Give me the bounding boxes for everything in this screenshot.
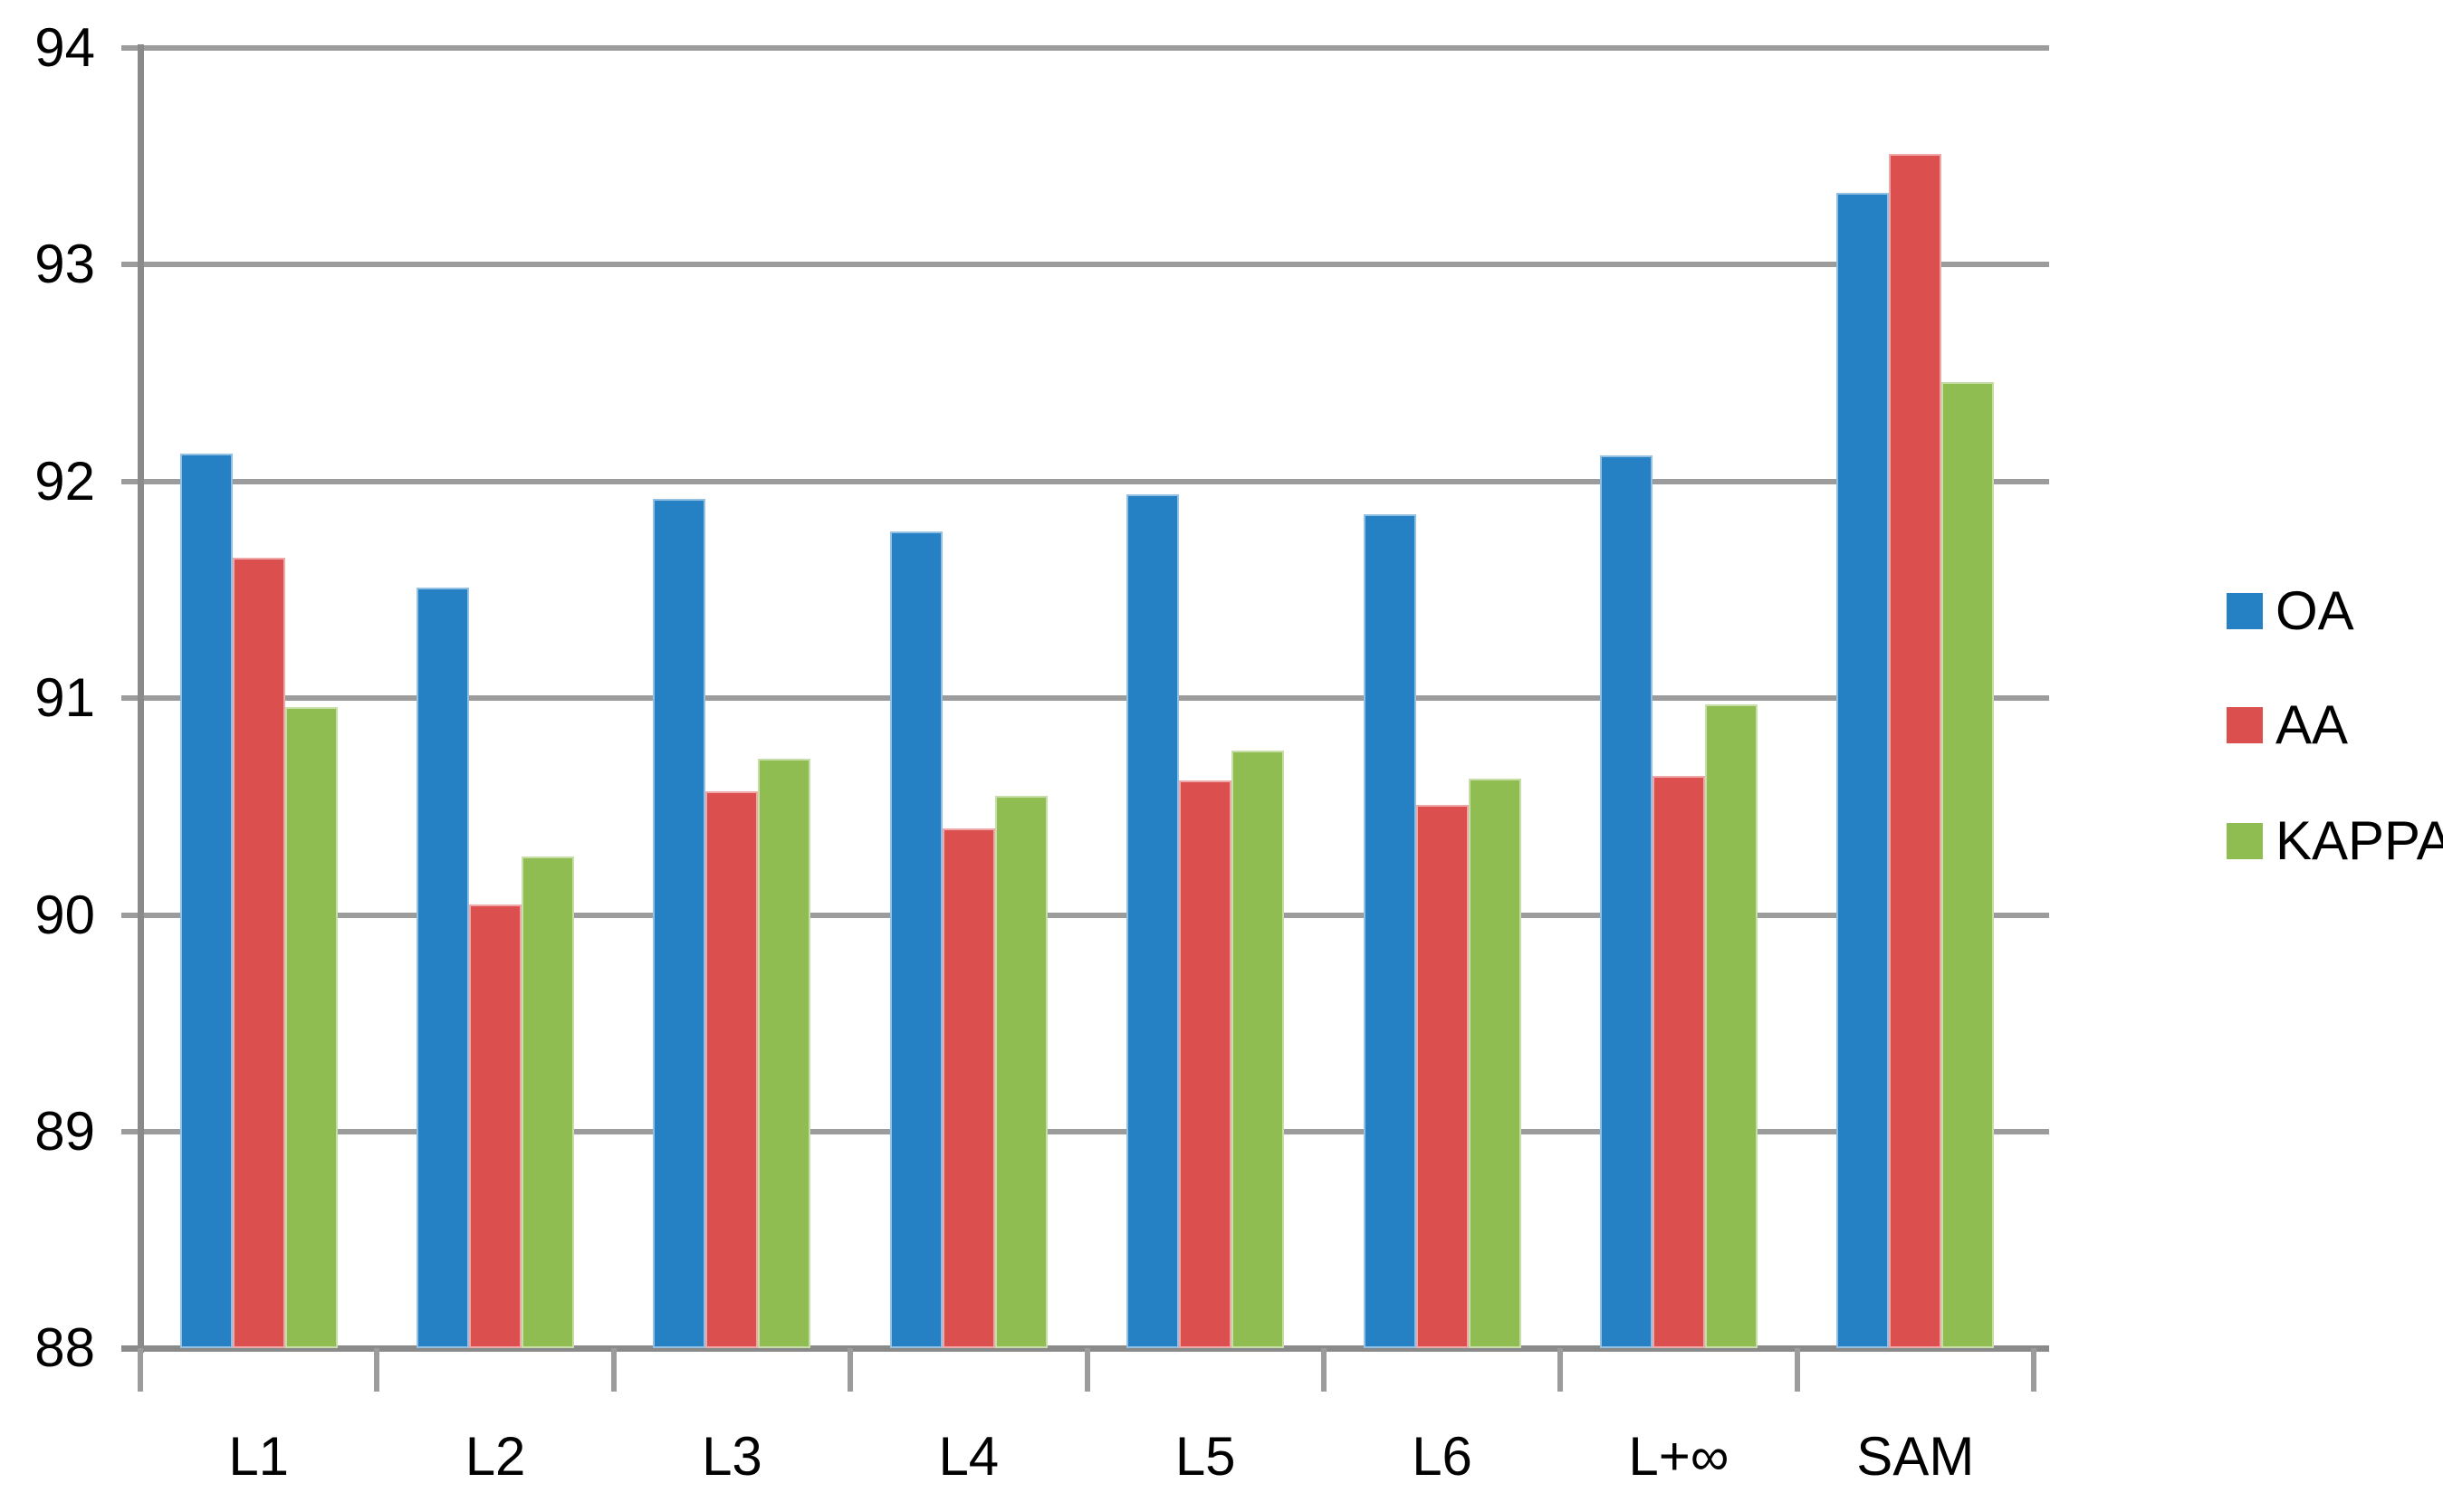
x-axis-category-label-L2: L2 bbox=[465, 1426, 526, 1487]
x-axis-tick bbox=[1320, 1348, 1327, 1392]
bar-L1-AA bbox=[232, 557, 285, 1349]
x-axis-category-label-SAM: SAM bbox=[1856, 1426, 1975, 1487]
bar-L6-OA bbox=[1363, 513, 1416, 1349]
x-axis-category-label-L5: L5 bbox=[1174, 1426, 1236, 1487]
bar-L5-OA bbox=[1126, 494, 1180, 1349]
y-axis-tick-label-94: 94 bbox=[34, 17, 95, 78]
x-axis-tick bbox=[610, 1348, 617, 1392]
bar-L4-KAPPA bbox=[994, 795, 1048, 1349]
bar-L2-OA bbox=[417, 588, 470, 1349]
legend-label-AA: AA bbox=[2275, 694, 2349, 755]
bar-L1-OA bbox=[179, 453, 233, 1349]
bar-L3-KAPPA bbox=[758, 759, 811, 1349]
gridline-91 bbox=[121, 695, 2049, 702]
legend-item-KAPPA: KAPPA bbox=[2227, 814, 2443, 868]
y-axis-tick-label-89: 89 bbox=[34, 1101, 95, 1162]
legend-item-AA: AA bbox=[2227, 698, 2348, 752]
legend-label-OA: OA bbox=[2275, 580, 2354, 641]
gridline-94 bbox=[121, 45, 2049, 51]
y-axis-tick-label-91: 91 bbox=[34, 667, 95, 729]
x-axis-tick bbox=[374, 1348, 380, 1392]
legend-swatch-KAPPA bbox=[2227, 823, 2263, 859]
y-axis-line bbox=[138, 44, 144, 1354]
bar-SAM-OA bbox=[1836, 193, 1890, 1349]
bar-L+∞-OA bbox=[1599, 455, 1653, 1349]
bar-L1-KAPPA bbox=[284, 706, 338, 1349]
bar-L4-AA bbox=[942, 828, 995, 1349]
x-axis-category-label-L6: L6 bbox=[1412, 1426, 1472, 1487]
x-axis-tick bbox=[1557, 1348, 1564, 1392]
bar-L4-OA bbox=[889, 531, 943, 1349]
bar-L5-KAPPA bbox=[1231, 750, 1285, 1349]
x-axis-tick bbox=[1794, 1348, 1800, 1392]
bar-L2-KAPPA bbox=[522, 856, 575, 1349]
y-axis-tick-label-90: 90 bbox=[34, 884, 95, 945]
legend-label-KAPPA: KAPPA bbox=[2275, 810, 2443, 871]
legend-swatch-OA bbox=[2227, 593, 2263, 629]
x-axis-category-label-L+∞: L+∞ bbox=[1628, 1426, 1729, 1487]
gridline-92 bbox=[121, 478, 2049, 484]
legend-item-OA: OA bbox=[2227, 584, 2354, 638]
x-axis-tick bbox=[1084, 1348, 1090, 1392]
x-axis-category-label-L1: L1 bbox=[228, 1426, 290, 1487]
x-axis-category-label-L4: L4 bbox=[938, 1426, 1000, 1487]
y-axis-tick-label-93: 93 bbox=[34, 234, 95, 295]
y-axis-tick-label-88: 88 bbox=[34, 1317, 95, 1379]
bar-L3-AA bbox=[705, 791, 759, 1349]
bar-L5-AA bbox=[1179, 780, 1232, 1349]
bar-L+∞-AA bbox=[1652, 776, 1705, 1349]
bar-SAM-KAPPA bbox=[1941, 381, 1995, 1349]
bar-L6-AA bbox=[1415, 804, 1469, 1349]
bar-L3-OA bbox=[653, 498, 706, 1349]
bar-SAM-AA bbox=[1889, 154, 1942, 1349]
bar-L6-KAPPA bbox=[1468, 778, 1521, 1349]
gridline-89 bbox=[121, 1129, 2049, 1134]
bar-L2-AA bbox=[469, 904, 522, 1349]
x-axis-tick bbox=[138, 1348, 143, 1392]
gridline-90 bbox=[121, 912, 2049, 918]
x-axis-tick bbox=[2031, 1348, 2036, 1392]
legend-swatch-AA bbox=[2227, 707, 2263, 743]
gridline-93 bbox=[121, 262, 2049, 268]
x-axis-tick bbox=[848, 1348, 854, 1392]
x-axis-category-label-L3: L3 bbox=[702, 1426, 762, 1487]
bar-L+∞-KAPPA bbox=[1704, 704, 1758, 1349]
y-axis-tick-label-92: 92 bbox=[34, 450, 95, 512]
